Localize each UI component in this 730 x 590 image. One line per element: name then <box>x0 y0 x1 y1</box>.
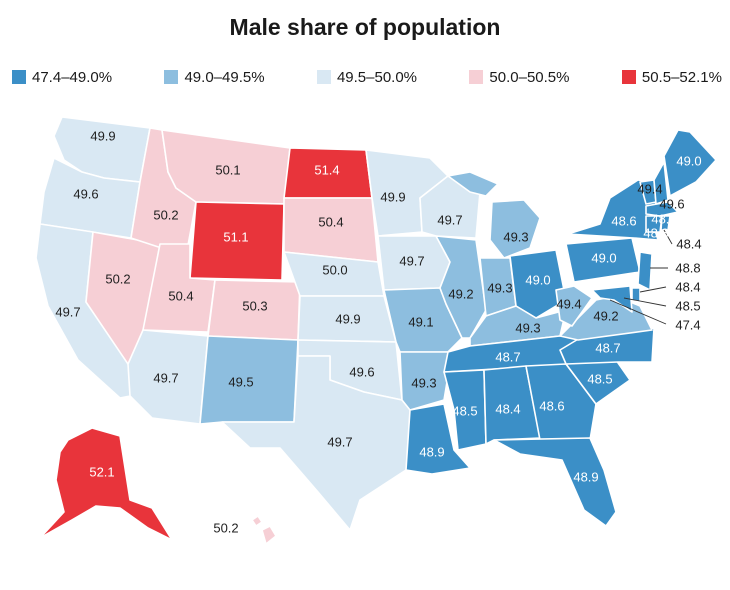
state-ri <box>660 215 671 231</box>
value-wy: 51.1 <box>223 230 248 245</box>
value-ks: 49.9 <box>335 312 360 327</box>
leader-dc <box>609 299 667 325</box>
state-ga <box>525 363 597 441</box>
value-or: 49.6 <box>73 187 98 202</box>
state-wv <box>555 285 593 327</box>
value-in: 49.3 <box>487 281 512 296</box>
value-ut: 50.4 <box>168 289 193 304</box>
legend: 47.4–49.0% 49.0–49.5% 49.5–50.0% 50.0–50… <box>12 66 722 88</box>
legend-item-4: 50.0–50.5% <box>469 69 569 86</box>
value-ny: 48.6 <box>611 214 636 229</box>
state-ct <box>645 215 663 233</box>
value-nd: 51.4 <box>314 163 339 178</box>
value-dc: 47.4 <box>675 318 700 333</box>
state-ak <box>39 427 173 541</box>
state-me <box>663 129 717 197</box>
legend-item-3: 49.5–50.0% <box>316 68 418 86</box>
value-ak: 52.1 <box>89 465 114 480</box>
leader-de <box>639 286 667 293</box>
legend-item-2: 49.0–49.5% <box>164 68 265 86</box>
state-de <box>631 287 641 303</box>
value-ma: 48.6 <box>651 212 676 227</box>
value-fl: 48.9 <box>573 470 598 485</box>
value-nv: 50.2 <box>105 272 130 287</box>
value-oh: 49.0 <box>525 273 550 288</box>
value-tn: 48.7 <box>495 350 520 365</box>
state-mi-up <box>447 171 499 197</box>
state-hi-2 <box>261 525 277 545</box>
leader-md <box>623 297 667 307</box>
value-wa: 49.9 <box>90 129 115 144</box>
state-ar <box>399 351 453 411</box>
value-wv: 49.4 <box>556 297 581 312</box>
value-az: 49.7 <box>153 371 178 386</box>
value-sd: 50.4 <box>318 215 343 230</box>
value-al: 48.4 <box>495 402 520 417</box>
value-me: 49.0 <box>676 154 701 169</box>
state-sd <box>283 197 379 263</box>
value-tx: 49.7 <box>327 435 352 450</box>
value-ky: 49.3 <box>515 321 540 336</box>
value-mi: 49.3 <box>503 230 528 245</box>
state-hi-1 <box>251 515 263 527</box>
value-nj: 48.8 <box>675 261 700 276</box>
value-il: 49.2 <box>448 287 473 302</box>
value-ca: 49.7 <box>55 305 80 320</box>
state-wy <box>189 201 285 281</box>
value-id: 50.2 <box>153 208 178 223</box>
value-mt: 50.1 <box>215 163 240 178</box>
legend-item-5: 50.5–52.1% <box>621 68 722 86</box>
value-la: 48.9 <box>419 445 444 460</box>
leader-ri <box>663 229 673 245</box>
value-va: 49.2 <box>593 309 618 324</box>
legend-label-5: 50.5–52.1% <box>641 68 722 86</box>
value-ne: 50.0 <box>322 263 347 278</box>
value-ct: 48.8 <box>643 226 668 241</box>
value-ga: 48.6 <box>539 399 564 414</box>
map-title: Male share of population <box>229 14 501 40</box>
state-nc <box>559 327 655 365</box>
legend-swatch-2 <box>164 70 179 84</box>
legend-swatch-5 <box>621 70 636 84</box>
legend-swatch-3 <box>316 70 331 84</box>
state-ms <box>443 369 487 451</box>
value-mn: 49.9 <box>380 190 405 205</box>
value-ms: 48.5 <box>452 404 477 419</box>
value-ok: 49.6 <box>349 365 374 380</box>
legend-item-1: 47.4–49.0% <box>12 69 112 86</box>
state-nj <box>637 251 653 291</box>
legend-label-3: 49.5–50.0% <box>336 68 418 86</box>
value-ri: 48.4 <box>676 237 701 252</box>
value-wi: 49.7 <box>437 213 462 228</box>
state-tx <box>221 355 413 531</box>
value-co: 50.3 <box>242 299 267 314</box>
value-ia: 49.7 <box>399 254 424 269</box>
state-fl <box>493 437 617 527</box>
state-il <box>435 235 487 339</box>
value-nc: 48.7 <box>595 341 620 356</box>
value-ar: 49.3 <box>411 376 436 391</box>
value-vt: 49.4 <box>637 182 662 197</box>
legend-swatch-1 <box>12 70 26 84</box>
state-mi <box>489 199 541 259</box>
legend-label-2: 49.0–49.5% <box>184 68 265 86</box>
state-la <box>405 403 471 475</box>
value-md: 48.5 <box>675 299 700 314</box>
value-hi: 50.2 <box>213 521 238 536</box>
value-nh: 49.6 <box>659 197 684 212</box>
value-mo: 49.1 <box>408 315 433 330</box>
value-pa: 49.0 <box>591 251 616 266</box>
value-nm: 49.5 <box>228 375 253 390</box>
state-ma <box>645 201 679 217</box>
legend-label-1: 47.4–49.0% <box>32 68 113 86</box>
state-nh <box>653 161 669 205</box>
value-de: 48.4 <box>675 280 700 295</box>
legend-label-4: 50.0–50.5% <box>489 68 570 86</box>
state-oh <box>509 249 567 319</box>
value-sc: 48.5 <box>587 372 612 387</box>
legend-swatch-4 <box>469 70 484 84</box>
